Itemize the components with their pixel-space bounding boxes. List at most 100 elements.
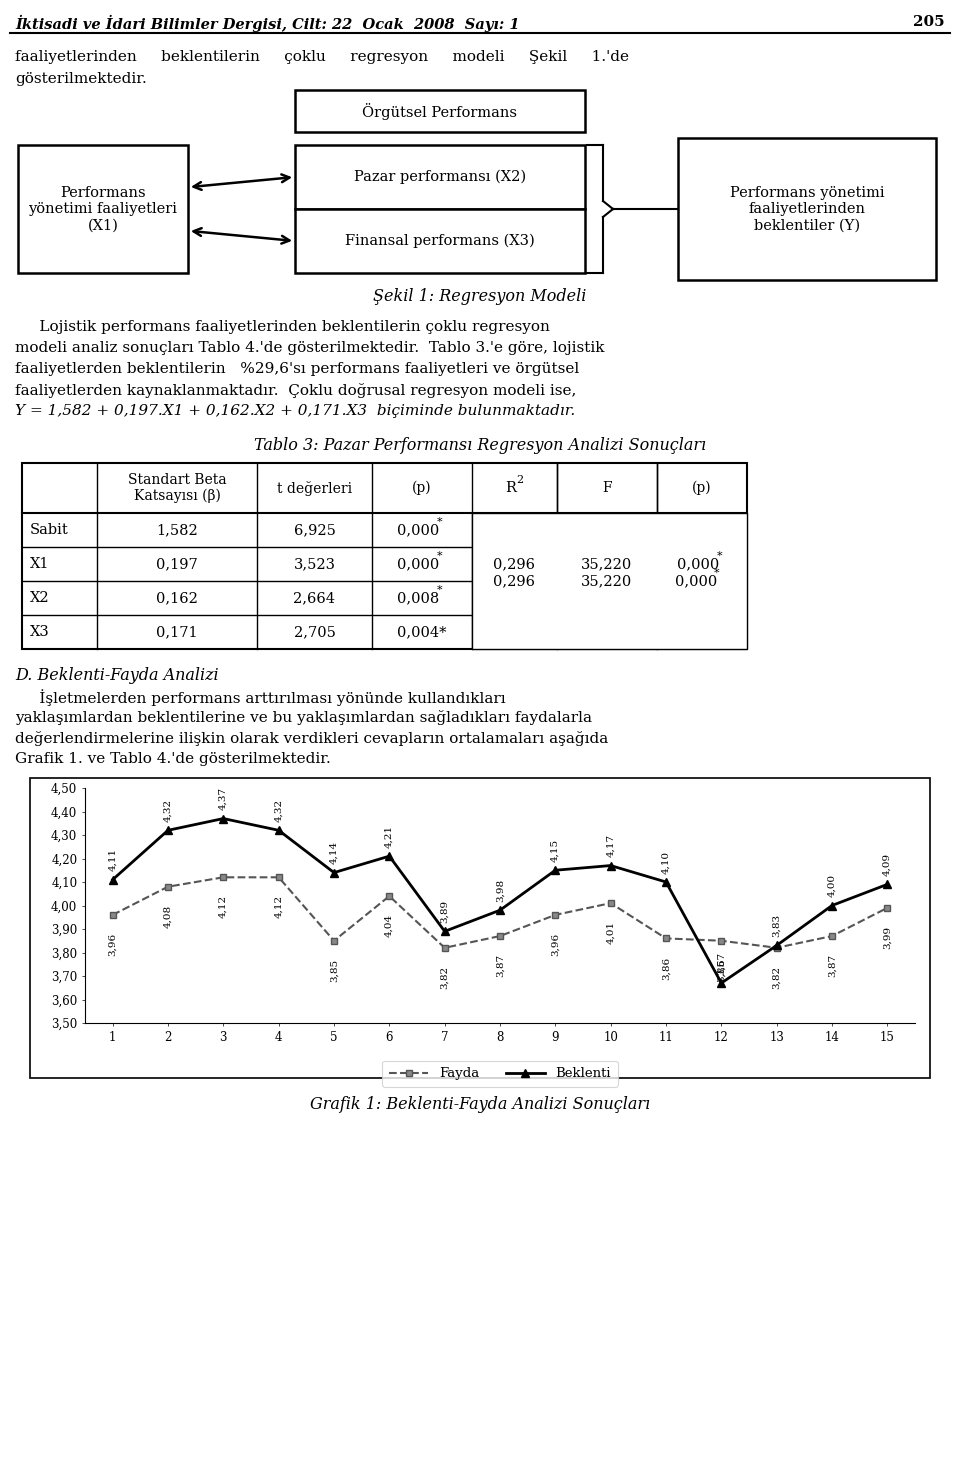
Beklenti bbox=[549, 862, 561, 879]
Line: Fayda: Fayda bbox=[109, 873, 891, 951]
Text: 1,582: 1,582 bbox=[156, 523, 198, 537]
Text: Standart Beta
Katsayısı (β): Standart Beta Katsayısı (β) bbox=[128, 473, 227, 503]
Text: 0,004*: 0,004* bbox=[397, 624, 446, 639]
Beklenti bbox=[218, 810, 229, 828]
Text: 0,296: 0,296 bbox=[493, 574, 536, 587]
Text: 0,000: 0,000 bbox=[677, 558, 719, 571]
Text: modeli analiz sonuçları Tablo 4.'de gösterilmektedir.  Tablo 3.'e göre, lojistik: modeli analiz sonuçları Tablo 4.'de göst… bbox=[15, 341, 605, 354]
Beklenti bbox=[162, 822, 174, 839]
Beklenti bbox=[715, 974, 727, 992]
Text: 4,14: 4,14 bbox=[329, 841, 339, 865]
Text: faaliyetlerden kaynaklanmaktadır.  Çoklu doğrusal regresyon modeli ise,: faaliyetlerden kaynaklanmaktadır. Çoklu … bbox=[15, 383, 576, 397]
Text: Grafik 1: Beklenti-Fayda Analizi Sonuçları: Grafik 1: Beklenti-Fayda Analizi Sonuçla… bbox=[310, 1096, 650, 1114]
Text: Şekil 1: Regresyon Modeli: Şekil 1: Regresyon Modeli bbox=[373, 288, 587, 305]
Text: 2,664: 2,664 bbox=[294, 592, 335, 605]
Text: X2: X2 bbox=[30, 592, 50, 605]
Beklenti bbox=[827, 897, 838, 915]
Text: Y = 1,582 + 0,197.X1 + 0,162.X2 + 0,171.X3  biçiminde bulunmaktadır.: Y = 1,582 + 0,197.X1 + 0,162.X2 + 0,171.… bbox=[15, 403, 575, 418]
Bar bbox=[295, 209, 585, 273]
Text: 4,04: 4,04 bbox=[385, 914, 394, 937]
Text: F: F bbox=[602, 480, 612, 495]
Bar bbox=[295, 90, 585, 132]
Text: 35,220: 35,220 bbox=[582, 558, 633, 571]
Text: 4,00: 4,00 bbox=[828, 873, 836, 897]
Fayda bbox=[827, 927, 838, 945]
Text: 4,32: 4,32 bbox=[163, 799, 173, 822]
Bar bbox=[22, 463, 747, 650]
Text: 3,96: 3,96 bbox=[108, 933, 117, 957]
Fayda bbox=[715, 931, 727, 949]
Fayda bbox=[771, 939, 782, 957]
Text: 3,96: 3,96 bbox=[551, 933, 560, 957]
Fayda bbox=[439, 939, 450, 957]
Fayda bbox=[107, 906, 118, 924]
Bar bbox=[18, 145, 188, 273]
Fayda bbox=[162, 878, 174, 896]
Legend: Fayda, Beklenti: Fayda, Beklenti bbox=[382, 1060, 618, 1087]
Text: 3,85: 3,85 bbox=[717, 960, 726, 982]
Text: 205: 205 bbox=[913, 15, 945, 30]
Text: R: R bbox=[505, 480, 516, 495]
Text: 2,705: 2,705 bbox=[294, 624, 335, 639]
Beklenti bbox=[384, 847, 396, 865]
Text: 3,86: 3,86 bbox=[661, 957, 670, 980]
Text: İşletmelerden performans arttırılması yönünde kullandıkları: İşletmelerden performans arttırılması yö… bbox=[15, 690, 506, 706]
Beklenti bbox=[881, 875, 893, 893]
Text: 0,000: 0,000 bbox=[675, 574, 717, 587]
Text: 4,15: 4,15 bbox=[551, 839, 560, 862]
Text: faaliyetlerinden     beklentilerin     çoklu     regresyon     modeli     Şekil : faaliyetlerinden beklentilerin çoklu reg… bbox=[15, 50, 629, 64]
Text: 3,99: 3,99 bbox=[883, 925, 892, 949]
Text: *: * bbox=[717, 552, 723, 561]
Text: Sabit: Sabit bbox=[30, 523, 69, 537]
Text: 4,10: 4,10 bbox=[661, 851, 670, 873]
Beklenti bbox=[107, 871, 118, 888]
Text: 4,12: 4,12 bbox=[275, 896, 283, 918]
Text: X3: X3 bbox=[30, 624, 50, 639]
Text: Tablo 3: Pazar Performansı Regresyon Analizi Sonuçları: Tablo 3: Pazar Performansı Regresyon Ana… bbox=[254, 437, 706, 454]
Beklenti bbox=[660, 873, 672, 891]
Text: değerlendirmelerine ilişkin olarak verdikleri cevapların ortalamaları aşağıda: değerlendirmelerine ilişkin olarak verdi… bbox=[15, 731, 609, 746]
Text: 35,220: 35,220 bbox=[582, 574, 633, 587]
Text: X1: X1 bbox=[30, 558, 50, 571]
Text: 4,32: 4,32 bbox=[275, 799, 283, 822]
Text: 0,000: 0,000 bbox=[396, 523, 439, 537]
Text: 0,197: 0,197 bbox=[156, 558, 198, 571]
Beklenti bbox=[605, 857, 616, 875]
Fayda bbox=[494, 927, 506, 945]
Text: 3,523: 3,523 bbox=[294, 558, 335, 571]
Fayda bbox=[660, 930, 672, 948]
Line: Beklenti: Beklenti bbox=[108, 814, 892, 988]
Text: 4,11: 4,11 bbox=[108, 848, 117, 872]
Beklenti bbox=[439, 922, 450, 940]
Text: 4,01: 4,01 bbox=[606, 921, 615, 945]
Text: 4,08: 4,08 bbox=[163, 905, 173, 928]
Beklenti bbox=[273, 822, 284, 839]
Text: Finansal performans (X3): Finansal performans (X3) bbox=[346, 234, 535, 248]
Text: gösterilmektedir.: gösterilmektedir. bbox=[15, 73, 147, 86]
Fayda bbox=[384, 887, 396, 905]
Beklenti bbox=[771, 937, 782, 955]
Beklenti bbox=[328, 863, 340, 881]
Text: Performans
yönetimi faaliyetleri
(X1): Performans yönetimi faaliyetleri (X1) bbox=[29, 185, 178, 233]
Fayda bbox=[218, 869, 229, 887]
Text: D. Beklenti-Fayda Analizi: D. Beklenti-Fayda Analizi bbox=[15, 667, 219, 684]
Text: 4,09: 4,09 bbox=[883, 853, 892, 876]
Text: 3,98: 3,98 bbox=[495, 879, 505, 902]
Text: faaliyetlerden beklentilerin   %29,6'sı performans faaliyetleri ve örgütsel: faaliyetlerden beklentilerin %29,6'sı pe… bbox=[15, 362, 579, 377]
Beklenti bbox=[494, 902, 506, 919]
Text: 6,925: 6,925 bbox=[294, 523, 335, 537]
Fayda bbox=[328, 931, 340, 949]
Text: 0,171: 0,171 bbox=[156, 624, 198, 639]
Text: 2: 2 bbox=[516, 475, 523, 485]
Text: 0,296: 0,296 bbox=[493, 558, 536, 571]
Fayda bbox=[549, 906, 561, 924]
Text: 3,85: 3,85 bbox=[329, 960, 339, 982]
Text: 4,12: 4,12 bbox=[219, 896, 228, 918]
Text: 0,162: 0,162 bbox=[156, 592, 198, 605]
Text: yaklaşımlardan beklentilerine ve bu yaklaşımlardan sağladıkları faydalarla: yaklaşımlardan beklentilerine ve bu yakl… bbox=[15, 710, 592, 725]
Text: 3,87: 3,87 bbox=[828, 954, 836, 977]
Text: *: * bbox=[714, 568, 720, 578]
Bar bbox=[295, 145, 585, 209]
Bar bbox=[678, 138, 936, 280]
Text: 4,37: 4,37 bbox=[219, 787, 228, 810]
